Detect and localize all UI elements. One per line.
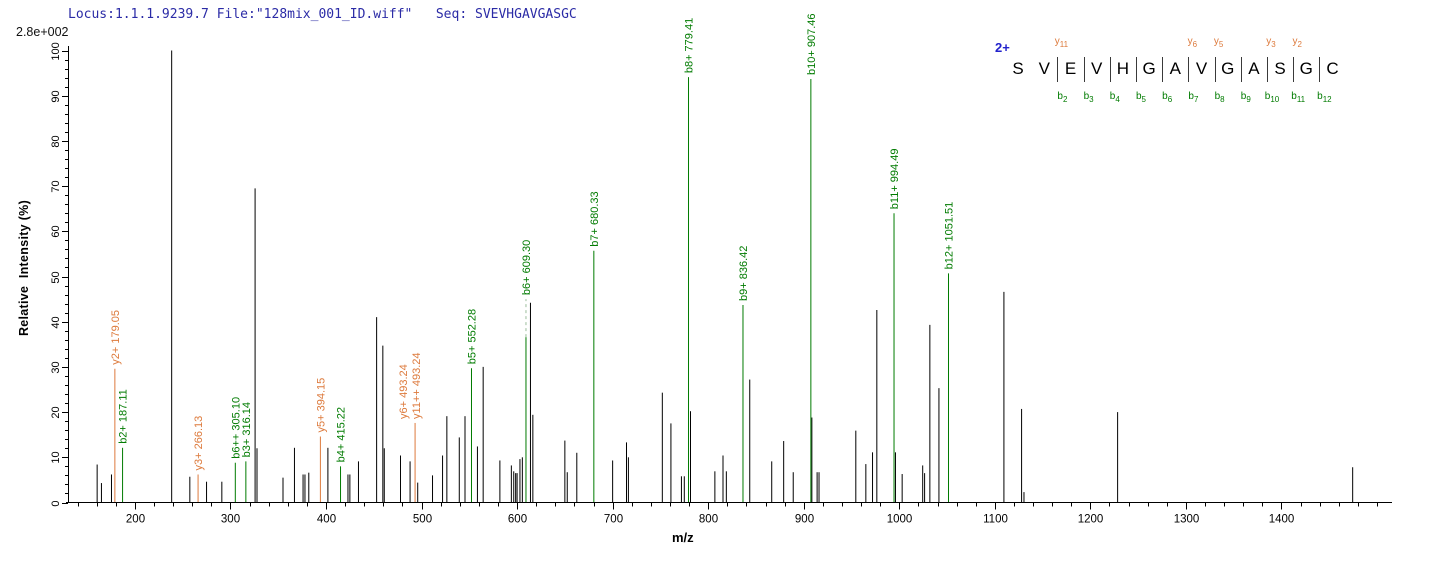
peak-label: b7+ 680.33 <box>589 191 601 246</box>
residue-letter: S <box>1274 59 1286 78</box>
fragment-divider <box>1214 57 1216 82</box>
x-axis-title: m/z <box>672 530 694 545</box>
b-ion-label: b4 <box>1109 91 1120 104</box>
peak-label: y6+ 493.24 <box>398 364 410 419</box>
y-ion-label: y11 <box>1054 36 1069 49</box>
fragment-divider <box>1267 57 1268 82</box>
fragment-divider <box>1162 57 1164 82</box>
fragment-divider <box>1319 57 1321 82</box>
peak-label: y5+ 394.15 <box>315 378 327 433</box>
x-tick-label: 400 <box>317 514 336 526</box>
x-tick-label: 900 <box>795 514 814 526</box>
residue-letter: G <box>1221 59 1235 78</box>
residue-letter: V <box>1038 59 1050 78</box>
peak-label: b2+ 187.11 <box>118 389 130 444</box>
y-tick-label: 30 <box>50 361 62 373</box>
residue-letter: S <box>1012 59 1024 78</box>
x-tick-label: 300 <box>221 514 240 526</box>
b-ion-label: b9 <box>1240 91 1251 104</box>
y-tick-label: 90 <box>50 90 62 102</box>
y-tick-label: 100 <box>50 42 62 60</box>
peak-label: b4+ 415.22 <box>336 407 348 462</box>
y-tick-label: 50 <box>50 271 62 283</box>
peak-label: b3+ 316.14 <box>241 402 253 457</box>
x-tick-label: 800 <box>699 514 718 526</box>
residue-letter: A <box>1169 59 1181 78</box>
x-tick-label: 1300 <box>1174 514 1200 526</box>
b-ion-label: b7 <box>1188 91 1199 104</box>
fragment-divider <box>1188 57 1190 82</box>
residue-letter: G <box>1299 59 1313 78</box>
b-ion-label: b11 <box>1291 91 1306 104</box>
peak-label: b10+ 907.46 <box>806 13 818 74</box>
x-tick-label: 700 <box>604 514 623 526</box>
fragment-divider <box>1136 57 1137 82</box>
x-tick-label: 1000 <box>887 514 913 526</box>
fragment-divider <box>1083 57 1085 82</box>
x-tick-label: 600 <box>508 514 527 526</box>
peak-label: b6++ 305.10 <box>230 397 242 459</box>
y-ion-label: y6 <box>1187 36 1198 49</box>
y-ion-label: y2 <box>1292 36 1302 49</box>
peak-label: b11+ 994.49 <box>889 149 901 210</box>
peak-label: y2+ 179.05 <box>110 310 122 365</box>
x-tick-label: 1400 <box>1269 514 1295 526</box>
residue-letter: V <box>1195 59 1208 78</box>
b-ion-label: b10 <box>1264 91 1280 104</box>
x-tick-label: 200 <box>126 514 145 526</box>
peak-label: y11++ 493.24 <box>411 352 423 418</box>
peak-label: y3+ 266.13 <box>193 416 205 471</box>
peak-label: b9+ 836.42 <box>738 246 750 301</box>
b-ion-label: b6 <box>1162 91 1173 104</box>
residue-letter: V <box>1091 59 1103 78</box>
peak-label: b5+ 552.28 <box>466 309 478 364</box>
y-tick-label: 10 <box>50 451 62 463</box>
b-ion-label: b12 <box>1317 91 1332 104</box>
peak-label: b6+ 609.30 <box>521 240 533 295</box>
x-tick-label: 1200 <box>1078 514 1104 526</box>
intensity-scale-label: 2.8e+002 <box>16 25 69 39</box>
y-tick-label: 20 <box>50 406 62 418</box>
y-ion-label: y3 <box>1266 36 1276 49</box>
y-tick-label: 80 <box>50 135 62 147</box>
b-ion-label: b3 <box>1083 91 1094 104</box>
peak-label: b12+ 1051.51 <box>944 202 956 270</box>
fragment-divider <box>1240 57 1242 82</box>
y-tick-label: 0 <box>50 500 62 506</box>
y-tick-label: 40 <box>50 316 62 328</box>
y-tick-label: 60 <box>50 225 62 237</box>
b-ion-label: b2 <box>1057 91 1068 104</box>
y-ion-label: y5 <box>1213 36 1224 49</box>
residue-letter: E <box>1064 59 1077 78</box>
fragment-divider <box>1109 57 1111 82</box>
residue-letter: C <box>1326 59 1339 78</box>
fragment-divider <box>1293 57 1295 82</box>
x-tick-label: 500 <box>413 514 432 526</box>
b-ion-label: b8 <box>1214 91 1225 104</box>
residue-letter: H <box>1116 59 1130 78</box>
x-tick-label: 1100 <box>983 514 1008 526</box>
peak-label: b8+ 779.41 <box>684 18 696 73</box>
header-locus-line: Locus:1.1.1.9239.7 File:"128mix_001_ID.w… <box>68 7 577 22</box>
residue-letter: G <box>1142 59 1156 78</box>
b-ion-label: b5 <box>1135 91 1147 104</box>
fragment-divider <box>1057 57 1059 82</box>
charge-state-label: 2+ <box>995 40 1010 55</box>
y-tick-label: 70 <box>50 180 62 192</box>
residue-letter: A <box>1248 59 1260 78</box>
